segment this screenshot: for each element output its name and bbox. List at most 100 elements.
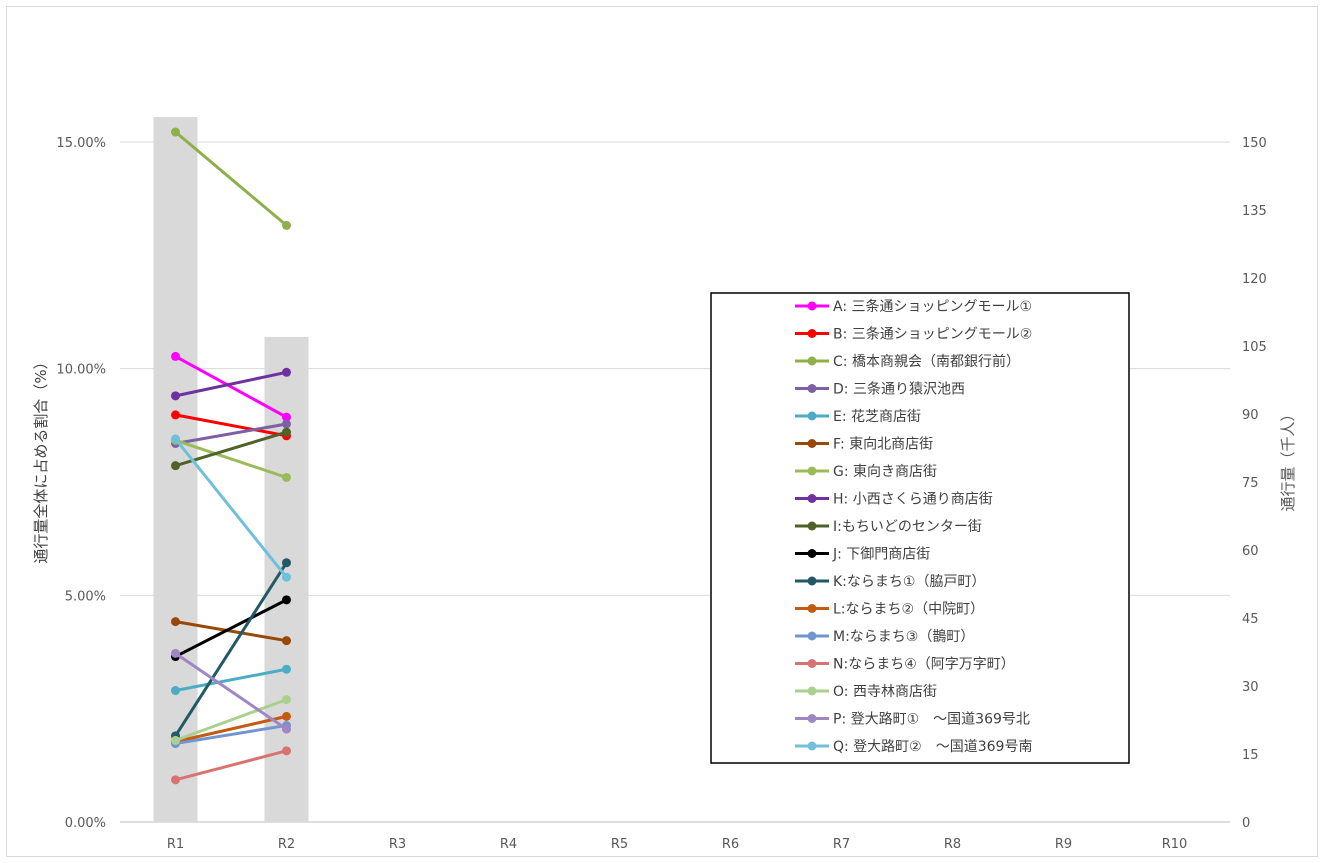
data-point [171, 735, 180, 745]
y2-tick-label: 45 [1242, 612, 1259, 627]
series-path [175, 714, 287, 744]
axes: 0.00% 5.00% 10.00% 15.00% 0 15 30 45 60 75 90 105 12… [56, 136, 1266, 852]
series-path [175, 667, 287, 693]
legend-marker [807, 549, 817, 558]
series-line [171, 648, 291, 734]
series-line [171, 664, 291, 696]
y2-axis-label: 通行量（千人） [1279, 406, 1297, 511]
series-path [175, 749, 287, 782]
legend-entry: P: 登大路町① ～国道369号北 [833, 712, 1030, 728]
legend-marker [807, 631, 817, 641]
series-line [171, 617, 291, 646]
data-point [282, 595, 291, 605]
legend-marker [807, 384, 817, 393]
legend-entry: K:ならまち①（脇戸町） [833, 574, 985, 590]
legend-entry: N:ならまち④（阿字万字町） [833, 657, 1015, 673]
series-line [171, 351, 291, 422]
legend-entry: J: 下御門商店街 [832, 547, 930, 563]
legend-marker [807, 576, 817, 586]
legend-marker [807, 686, 817, 696]
legend-marker [807, 714, 817, 723]
legend-marker [807, 411, 817, 421]
y2-tick-label: 75 [1242, 476, 1259, 491]
series-line [171, 695, 291, 745]
series-path [174, 437, 288, 579]
series-line [171, 434, 291, 582]
x-tick-label: R9 [1055, 837, 1072, 852]
y-tick-label: 5.00% [65, 589, 106, 604]
data-point [282, 572, 291, 582]
data-point [282, 220, 291, 230]
legend-entry: Q: 登大路町② ～国道369号南 [833, 739, 1032, 755]
legend-marker [807, 439, 817, 448]
legend-marker [807, 521, 817, 531]
data-point [171, 617, 180, 627]
data-point [171, 434, 180, 444]
legend-entry: D: 三条通り猿沢池西 [833, 381, 965, 398]
x-tick-label: R10 [1162, 837, 1188, 852]
y2-tick-label: 15 [1242, 748, 1259, 763]
legend: A: 三条通ショッピングモール① B: 三条通ショッピングモール② C: 橋本商親会… [710, 292, 1130, 764]
series-line [171, 746, 291, 785]
legend-entry: F: 東向北商店街 [833, 437, 933, 453]
line-series [171, 127, 291, 785]
legend-entry: E: 花芝商店街 [833, 409, 921, 425]
series-path [175, 723, 287, 746]
data-point [282, 711, 291, 721]
legend-marker [807, 329, 817, 338]
legend-marker [807, 356, 817, 366]
data-point [282, 636, 291, 646]
legend-entry: H: 小西さくら通り商店街 [833, 492, 993, 508]
data-point [282, 427, 291, 437]
y-tick-label: 0.00% [65, 816, 106, 831]
data-point [171, 686, 180, 696]
y2-tick-label: 0 [1242, 816, 1250, 831]
legend-entry: A: 三条通ショッピングモール① [833, 298, 1032, 315]
y2-tick-label: 135 [1242, 204, 1267, 219]
y-tick-label: 10.00% [56, 363, 106, 378]
data-point [282, 664, 291, 674]
x-tick-label: R5 [611, 837, 628, 852]
series-path [174, 698, 288, 742]
data-point [171, 461, 180, 471]
data-point [282, 412, 291, 422]
legend-entry: I:もちいどのセンター街 [833, 519, 982, 535]
data-point [282, 558, 291, 568]
series-path [175, 370, 287, 398]
data-point [171, 391, 180, 401]
series-line [171, 127, 291, 230]
legend-entry: O: 西寺林商店街 [833, 684, 937, 700]
data-point [282, 724, 291, 734]
series-path [175, 438, 287, 479]
data-point [282, 419, 291, 429]
x-tick-label: R7 [833, 837, 850, 852]
y-axis-label: 通行量全体に占める割合（%） [32, 354, 50, 563]
legend-marker [807, 494, 817, 503]
series-path [175, 413, 287, 438]
data-point [171, 648, 180, 658]
x-tick-label: R2 [278, 837, 295, 852]
legend-marker [807, 301, 817, 311]
data-point [282, 472, 291, 482]
legend-entry: C: 橋本商親会（南都銀行前） [833, 353, 1020, 370]
y2-tick-label: 150 [1242, 136, 1267, 151]
series-path [174, 598, 288, 658]
legend-marker [807, 741, 817, 751]
x-tick-label: R3 [389, 837, 406, 852]
y2-tick-label: 30 [1242, 680, 1259, 695]
legend-entry: G: 東向き商店街 [833, 464, 937, 480]
x-tick-label: R6 [722, 837, 739, 852]
data-point [171, 127, 180, 137]
data-point [282, 695, 291, 705]
legend-marker [807, 659, 817, 668]
legend-box [710, 292, 1130, 764]
y2-tick-label: 120 [1242, 272, 1267, 287]
series-path [174, 652, 288, 731]
legend-entry: M:ならまち③（鵲町） [833, 629, 974, 645]
series-line [171, 367, 291, 401]
data-point [171, 351, 180, 361]
series-path [174, 130, 288, 227]
legend-marker [807, 466, 817, 476]
legend-entry: L:ならまち②（中院町） [833, 602, 984, 618]
